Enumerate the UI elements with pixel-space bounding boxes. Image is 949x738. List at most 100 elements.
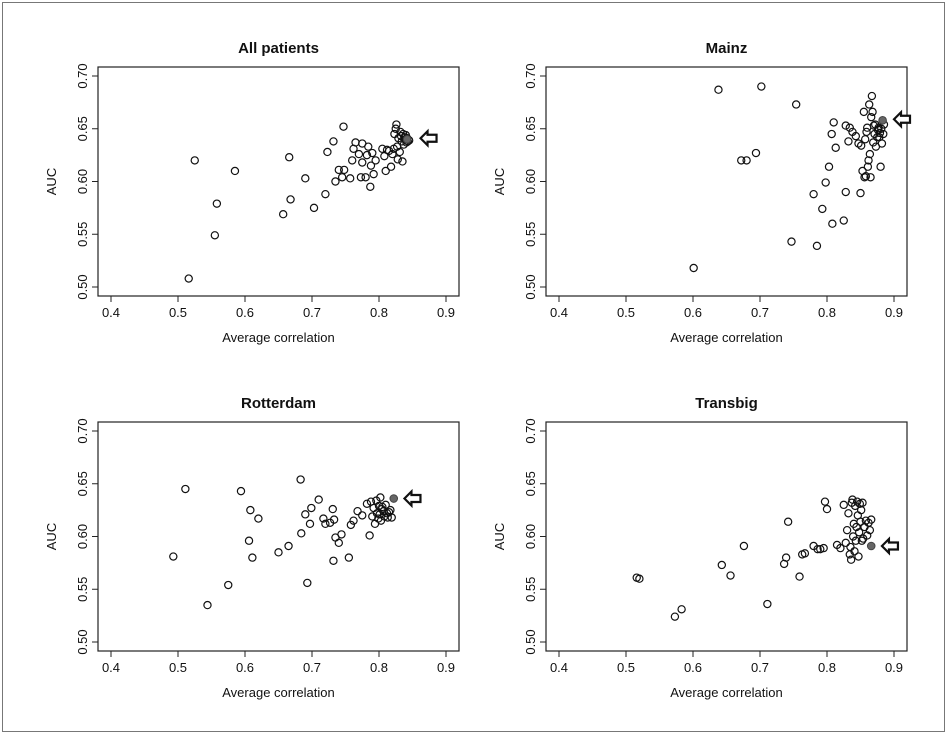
data-point: [822, 504, 832, 514]
data-point: [328, 504, 337, 514]
data-point: [248, 553, 257, 562]
data-point: [862, 127, 871, 137]
data-point: [337, 530, 346, 539]
data-point: [677, 605, 686, 614]
data-point: [278, 210, 288, 219]
plot-box: [545, 421, 908, 652]
y-tick-label: 0.70: [523, 418, 538, 443]
data-point: [877, 124, 886, 133]
data-point: [876, 162, 885, 171]
data-point: [319, 514, 328, 523]
data-point: [244, 536, 254, 545]
data-point: [371, 156, 380, 165]
data-point: [339, 165, 349, 175]
arrow-marker: [892, 109, 912, 129]
y-tick-label: 0.55: [75, 577, 90, 602]
data-point: [224, 580, 233, 590]
data-point: [757, 82, 766, 91]
y-tick-label: 0.70: [75, 63, 90, 88]
data-point: [787, 237, 796, 246]
x-tick-label: 0.5: [169, 305, 187, 320]
highlighted-point: [866, 541, 876, 551]
data-point: [842, 525, 852, 535]
y-tick-label: 0.65: [523, 116, 538, 141]
y-tick-label: 0.50: [75, 629, 90, 654]
data-point: [212, 199, 222, 208]
y-tick-label: 0.55: [75, 222, 90, 247]
data-point: [362, 499, 372, 508]
data-point: [309, 203, 319, 213]
y-tick-label: 0.70: [75, 418, 90, 443]
data-point: [867, 91, 877, 101]
x-tick-label: 0.8: [818, 305, 836, 320]
x-tick-label: 0.5: [617, 305, 635, 320]
plot-box: [97, 66, 460, 297]
data-point: [839, 216, 848, 225]
data-point: [398, 157, 407, 166]
data-point: [321, 519, 330, 529]
x-tick-label: 0.9: [437, 660, 455, 675]
data-point: [827, 129, 836, 139]
data-point: [314, 495, 323, 504]
y-tick-label: 0.65: [523, 471, 538, 496]
data-point: [285, 153, 294, 162]
data-point: [284, 541, 293, 551]
data-point: [393, 155, 402, 164]
x-tick-label: 0.5: [169, 660, 187, 675]
data-point: [844, 509, 853, 518]
scatter-panel: Rotterdam 0.4 0.5 0.6 0.7 0.8 0.9 0.50 0.55 0.60 0…: [44, 395, 460, 700]
data-point: [860, 135, 870, 144]
y-tick-label: 0.55: [523, 222, 538, 247]
highlighted-point: [878, 116, 887, 125]
data-point: [858, 498, 867, 507]
data-point: [857, 536, 867, 545]
data-point: [339, 122, 348, 131]
highlighted-point: [402, 135, 412, 144]
data-point: [859, 107, 869, 117]
data-point: [301, 174, 310, 183]
plot-box: [97, 421, 460, 652]
x-tick-label: 0.9: [885, 305, 903, 320]
data-point: [739, 541, 749, 551]
data-point: [689, 263, 698, 273]
data-point: [358, 511, 367, 520]
data-point: [296, 475, 305, 484]
data-point: [763, 599, 772, 609]
y-tick-label: 0.60: [523, 524, 538, 549]
data-point: [346, 520, 356, 530]
data-point: [307, 503, 316, 513]
data-point: [321, 189, 330, 199]
data-point: [824, 162, 834, 171]
data-point: [329, 137, 338, 146]
scatter-figure: All patients 0.4 0.5 0.6 0.7 0.8 0.9 0.50 0.55 0.…: [44, 40, 912, 700]
data-point: [362, 150, 372, 160]
data-point: [323, 147, 332, 157]
data-point: [345, 174, 355, 183]
data-point: [800, 549, 810, 558]
data-point: [848, 532, 858, 541]
data-point: [236, 486, 246, 496]
data-point: [813, 544, 822, 554]
data-point: [869, 138, 878, 147]
data-point: [865, 525, 875, 535]
data-point: [349, 516, 358, 525]
data-point: [358, 158, 367, 167]
data-point: [844, 137, 853, 146]
y-axis-label: AUC: [44, 523, 59, 550]
data-point: [190, 156, 199, 165]
y-tick-label: 0.50: [523, 629, 538, 654]
data-point: [274, 548, 283, 557]
data-point: [742, 156, 751, 165]
scatter-panel: All patients 0.4 0.5 0.6 0.7 0.8 0.9 0.50 0.55 0.…: [44, 40, 460, 345]
panel-title: Mainz: [706, 40, 748, 57]
data-point: [850, 547, 859, 556]
data-point: [846, 555, 856, 564]
data-point: [169, 552, 178, 561]
data-point: [364, 142, 373, 151]
data-point: [863, 123, 872, 132]
plot-box: [545, 66, 908, 297]
data-point: [386, 162, 396, 171]
data-point: [841, 538, 850, 548]
data-point: [812, 241, 822, 251]
x-axis-label: Average correlation: [670, 330, 783, 345]
